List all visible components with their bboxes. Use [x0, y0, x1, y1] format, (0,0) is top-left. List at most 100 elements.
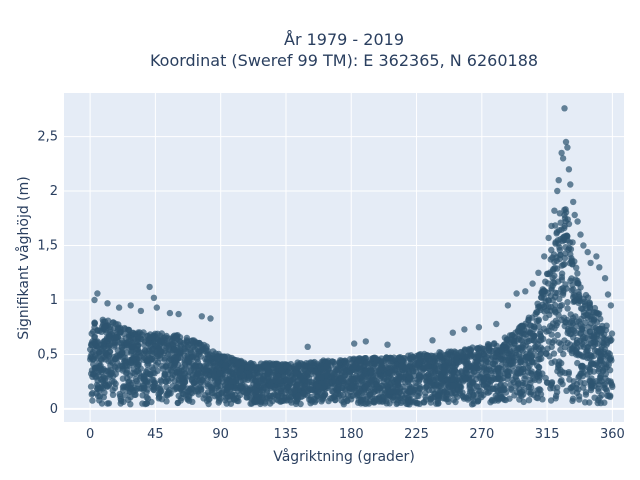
- data-point: [601, 335, 608, 343]
- data-point: [276, 362, 284, 369]
- data-point: [520, 398, 527, 406]
- data-point: [250, 360, 257, 368]
- data-point: [569, 239, 576, 246]
- data-point: [341, 364, 348, 371]
- data-point: [125, 378, 132, 386]
- data-point: [470, 380, 477, 387]
- data-point: [294, 364, 302, 371]
- data-point: [606, 367, 614, 374]
- data-point: [442, 387, 449, 394]
- data-point: [246, 394, 253, 401]
- data-point: [359, 395, 367, 402]
- data-point: [506, 395, 513, 402]
- x-tick-labels: 0 45 90 135 180 225 270 315 360: [86, 427, 625, 442]
- data-point: [108, 330, 115, 338]
- data-point: [386, 369, 393, 377]
- data-point: [568, 257, 575, 264]
- data-point: [287, 365, 294, 372]
- data-point: [88, 330, 95, 337]
- data-point: [127, 401, 134, 408]
- data-point: [581, 399, 589, 406]
- data-point: [331, 374, 338, 381]
- data-point: [126, 388, 133, 395]
- data-point: [297, 372, 304, 379]
- x-tick-label: 315: [535, 427, 560, 442]
- data-point: [546, 353, 553, 360]
- data-point: [97, 376, 105, 383]
- data-point: [130, 329, 137, 336]
- data-point: [529, 280, 536, 287]
- data-point: [444, 376, 451, 384]
- y-tick-label: 2: [50, 184, 58, 199]
- data-point: [133, 338, 140, 345]
- data-point: [517, 322, 525, 330]
- data-point: [450, 386, 457, 394]
- data-point: [311, 358, 318, 366]
- data-point: [554, 319, 561, 327]
- data-point: [330, 393, 337, 401]
- data-point: [111, 339, 118, 347]
- data-point: [562, 209, 570, 216]
- data-point: [533, 394, 540, 401]
- data-point: [505, 355, 512, 362]
- data-point: [278, 367, 285, 375]
- data-point: [301, 362, 308, 370]
- data-point: [511, 392, 518, 399]
- data-point: [501, 386, 508, 394]
- data-point: [171, 346, 178, 353]
- data-point: [87, 346, 94, 353]
- data-point: [415, 372, 423, 379]
- data-point: [538, 355, 545, 362]
- data-point: [561, 260, 568, 268]
- data-point: [110, 378, 118, 386]
- data-points: [87, 105, 616, 408]
- data-point: [564, 299, 571, 306]
- data-point: [548, 379, 556, 386]
- data-point: [181, 359, 188, 366]
- data-point: [115, 304, 123, 311]
- data-point: [294, 359, 301, 366]
- data-point: [110, 372, 117, 380]
- data-point: [107, 362, 114, 369]
- y-tick-label: 1,5: [37, 239, 58, 254]
- data-point: [527, 379, 534, 387]
- data-point: [513, 290, 520, 297]
- data-point: [602, 375, 609, 382]
- data-point: [94, 290, 101, 297]
- data-point: [396, 388, 403, 395]
- data-point: [166, 309, 174, 317]
- data-point: [514, 327, 522, 334]
- data-point: [344, 397, 351, 405]
- data-point: [534, 300, 541, 307]
- data-point: [592, 338, 599, 346]
- data-point: [494, 394, 501, 401]
- data-point: [205, 400, 212, 408]
- data-point: [368, 368, 376, 375]
- data-point: [588, 384, 595, 392]
- data-point: [561, 236, 568, 244]
- x-tick-label: 225: [404, 427, 429, 442]
- data-point: [591, 394, 598, 401]
- data-point: [205, 396, 212, 403]
- data-point: [119, 387, 127, 394]
- data-point: [590, 352, 597, 360]
- data-point: [106, 342, 113, 349]
- data-point: [526, 345, 533, 352]
- data-point: [118, 343, 125, 351]
- data-point: [546, 270, 553, 278]
- data-point: [163, 332, 170, 340]
- data-point: [558, 270, 566, 277]
- data-point: [259, 394, 267, 401]
- data-point: [197, 353, 204, 360]
- data-point: [361, 389, 368, 396]
- data-point: [581, 380, 588, 387]
- data-point: [558, 149, 565, 157]
- data-point: [167, 355, 174, 363]
- chart-title-line2: Koordinat (Sweref 99 TM): E 362365, N 62…: [150, 51, 538, 70]
- data-point: [431, 354, 438, 361]
- data-point: [437, 383, 444, 391]
- data-point: [137, 307, 145, 315]
- data-point: [204, 358, 212, 366]
- data-point: [304, 343, 311, 350]
- data-point: [397, 356, 404, 363]
